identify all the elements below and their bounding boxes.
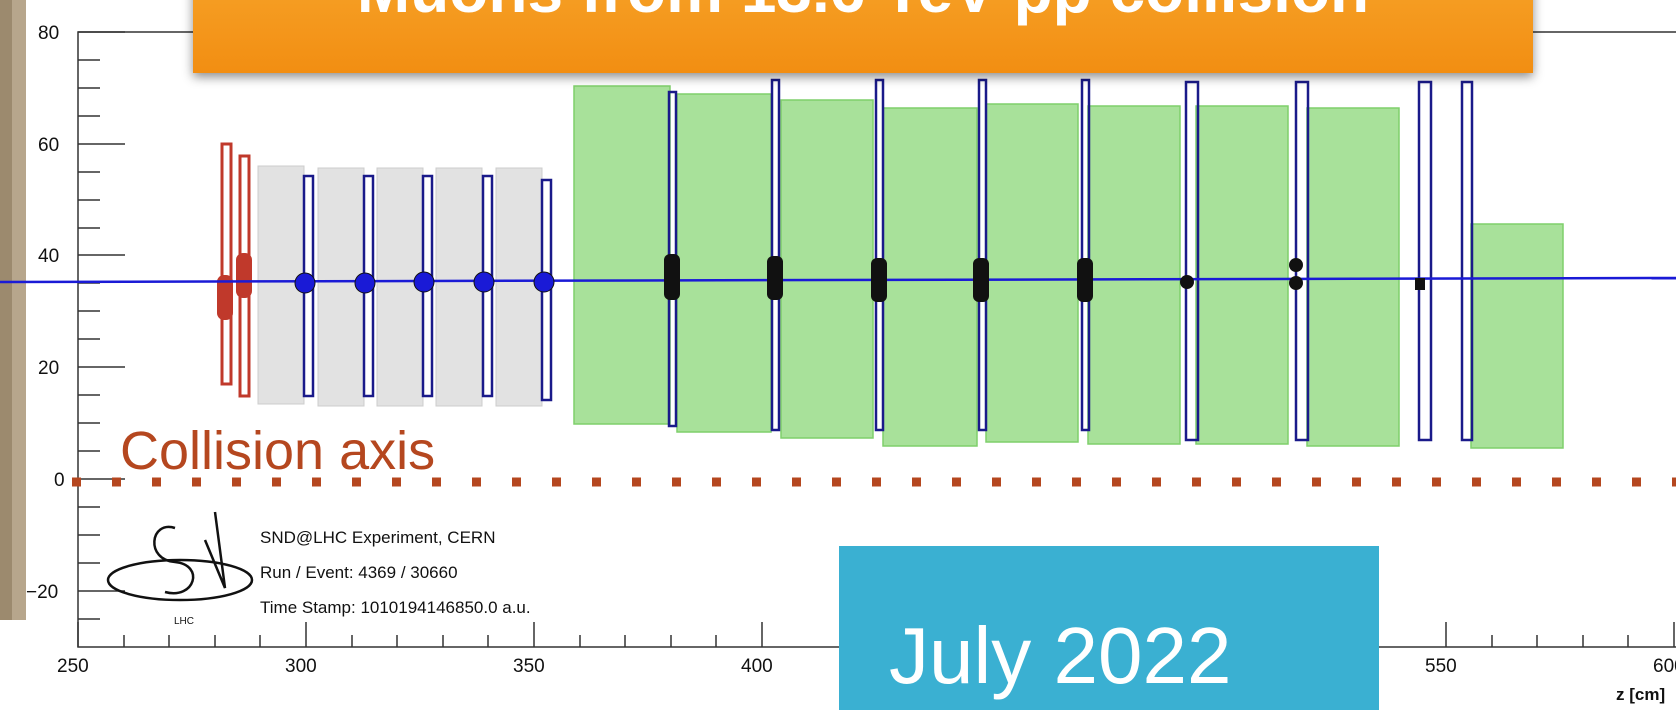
x-tick-label: 300 — [285, 656, 317, 677]
y-tick-label: 80 — [38, 23, 59, 44]
x-tick-label: 600 — [1653, 656, 1676, 677]
y-tick-label: 20 — [38, 358, 59, 379]
target-walls — [257, 165, 543, 407]
experiment-label: SND@LHC Experiment, CERN — [260, 528, 496, 547]
y-tick-label: −20 — [26, 582, 58, 603]
x-axis-unit: z [cm] — [1616, 685, 1665, 704]
x-tick-label: 400 — [741, 656, 773, 677]
collision-axis-label: Collision axis — [120, 421, 436, 481]
y-tick-label: 60 — [38, 135, 59, 156]
x-tick-label: 550 — [1425, 656, 1457, 677]
x-tick-label: 250 — [57, 656, 89, 677]
veto-planes — [217, 142, 252, 398]
title-banner: Muons from 13.6 TeV pp collision — [193, 0, 1533, 73]
banner-title: Muons from 13.6 TeV pp collision — [193, 0, 1533, 26]
logo-caption: LHC — [174, 616, 194, 627]
scifi-hits — [294, 271, 555, 294]
date-badge: July 2022 — [839, 546, 1379, 710]
muon-hits — [664, 254, 1425, 302]
date-text: July 2022 — [889, 611, 1232, 700]
snd-logo — [106, 511, 254, 602]
time-stamp-label: Time Stamp: 1010194146850.0 a.u. — [260, 598, 531, 617]
y-tick-label: 0 — [54, 470, 65, 491]
y-tick-label: 40 — [38, 246, 59, 267]
muon-track — [0, 276, 1676, 284]
muon-system-walls — [573, 85, 1564, 449]
run-event-label: Run / Event: 4369 / 30660 — [260, 563, 458, 582]
x-tick-label: 350 — [513, 656, 545, 677]
